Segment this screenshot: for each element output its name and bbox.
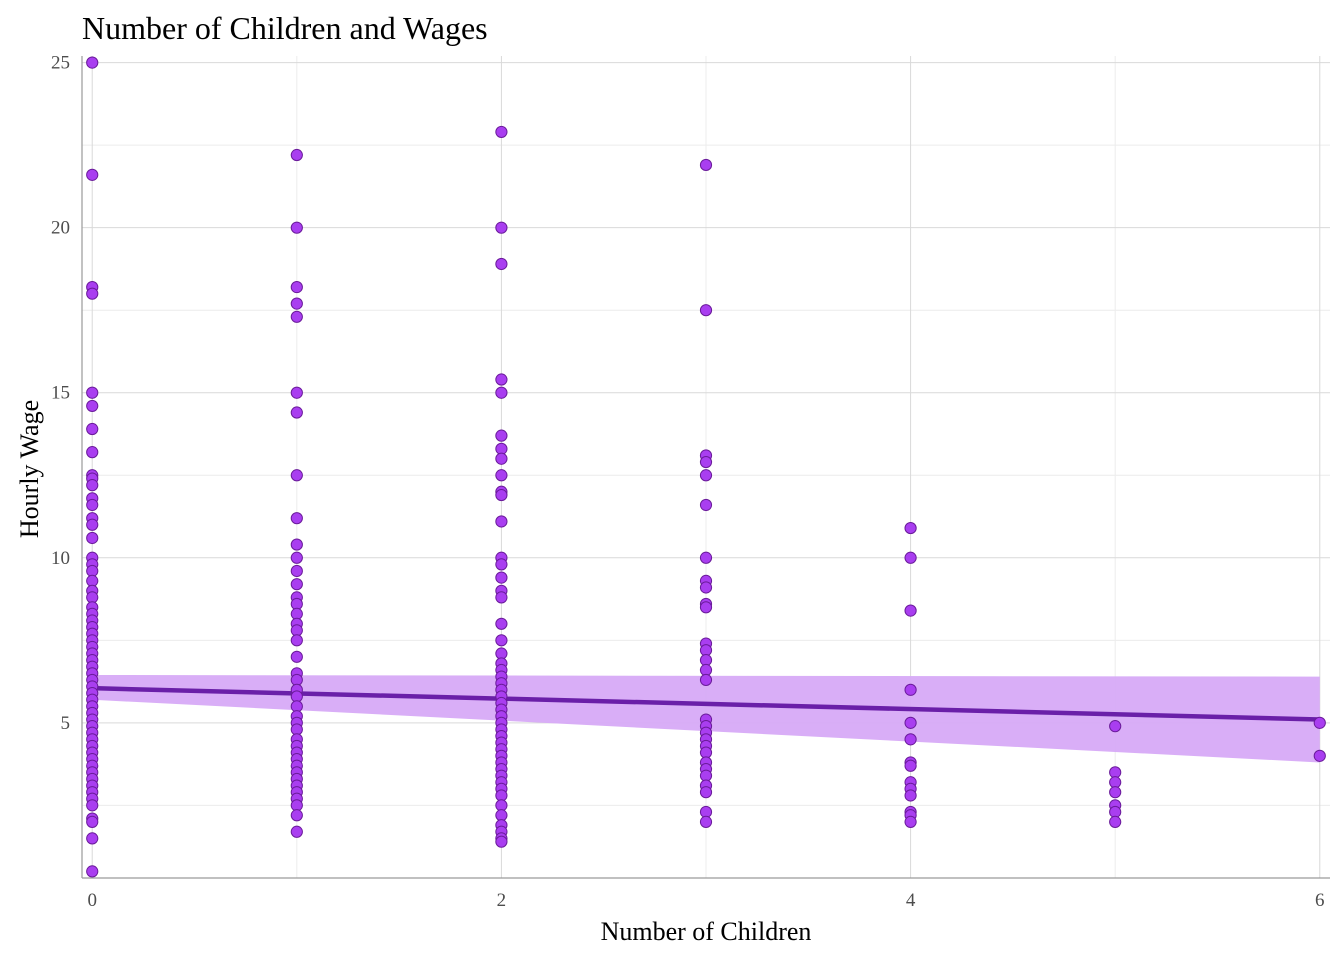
- data-point: [86, 832, 99, 845]
- data-point: [699, 498, 713, 512]
- data-point: [290, 538, 303, 551]
- data-point: [86, 56, 99, 69]
- data-point: [86, 168, 99, 181]
- data-point: [86, 422, 99, 436]
- data-point: [290, 512, 303, 525]
- data-point: [290, 297, 303, 310]
- data-point: [290, 310, 303, 323]
- data-points: [86, 56, 1326, 878]
- y-tick-label: 15: [51, 383, 70, 404]
- data-point: [495, 386, 508, 399]
- data-point: [699, 786, 713, 799]
- data-point: [495, 515, 508, 528]
- y-tick-label: 20: [51, 218, 70, 239]
- data-point: [904, 733, 917, 746]
- y-tick-labels: 5 10 15 20 25: [51, 53, 70, 734]
- data-point: [290, 280, 303, 294]
- data-point: [290, 469, 303, 482]
- data-point: [290, 650, 303, 663]
- data-point: [495, 558, 508, 571]
- data-point: [495, 257, 508, 271]
- data-point: [86, 287, 99, 300]
- y-tick-label: 10: [51, 548, 70, 569]
- data-point: [86, 498, 99, 512]
- data-point: [495, 591, 508, 604]
- data-point: [699, 158, 713, 172]
- data-point: [1313, 749, 1326, 762]
- x-tick-label: 6: [1315, 890, 1325, 911]
- data-point: [290, 386, 303, 399]
- x-tick-label: 0: [87, 890, 97, 911]
- data-point: [1313, 716, 1326, 729]
- data-point: [904, 551, 917, 564]
- data-point: [495, 634, 508, 647]
- data-point: [699, 455, 713, 469]
- data-point: [904, 604, 917, 617]
- data-point: [86, 518, 99, 531]
- data-point: [86, 799, 99, 812]
- data-point: [86, 446, 99, 459]
- data-point: [495, 617, 508, 630]
- data-point: [495, 835, 508, 848]
- data-point: [495, 429, 508, 442]
- data-point: [904, 716, 917, 729]
- data-point: [495, 221, 508, 234]
- data-point: [86, 531, 99, 545]
- y-axis-title: Hourly Wage: [15, 400, 44, 538]
- data-point: [904, 815, 917, 828]
- y-tick-label: 25: [51, 53, 70, 74]
- data-point: [495, 452, 508, 465]
- data-point: [495, 571, 508, 584]
- data-point: [290, 221, 303, 234]
- data-point: [1109, 815, 1122, 828]
- data-point: [904, 521, 917, 535]
- data-point: [699, 601, 713, 614]
- data-point: [699, 581, 713, 594]
- axes: [81, 56, 1330, 879]
- data-point: [699, 551, 713, 564]
- x-tick-labels: 0 2 4 6: [87, 890, 1324, 911]
- data-point: [290, 551, 303, 564]
- data-point: [699, 469, 713, 482]
- chart-title: Number of Children and Wages: [82, 10, 488, 46]
- data-point: [86, 386, 99, 399]
- data-point: [1109, 786, 1122, 799]
- data-point: [290, 825, 303, 838]
- data-point: [495, 488, 508, 502]
- data-point: [290, 578, 303, 591]
- x-axis-title: Number of Children: [601, 917, 812, 946]
- x-tick-label: 2: [497, 890, 507, 911]
- data-point: [699, 815, 713, 828]
- data-point: [904, 789, 917, 802]
- data-point: [290, 634, 303, 647]
- data-point: [699, 673, 713, 687]
- data-point: [86, 815, 99, 828]
- data-point: [1109, 720, 1122, 733]
- data-point: [290, 564, 303, 578]
- x-tick-label: 4: [906, 890, 916, 911]
- data-point: [904, 759, 917, 772]
- data-point: [290, 406, 303, 419]
- data-point: [699, 304, 713, 317]
- data-point: [495, 373, 508, 386]
- data-point: [290, 148, 303, 162]
- data-point: [86, 865, 99, 878]
- y-tick-label: 5: [61, 713, 71, 734]
- data-point: [86, 479, 99, 492]
- data-point: [86, 399, 99, 413]
- data-point: [904, 683, 917, 696]
- data-point: [495, 469, 508, 482]
- data-point: [495, 125, 508, 139]
- data-point: [290, 809, 303, 822]
